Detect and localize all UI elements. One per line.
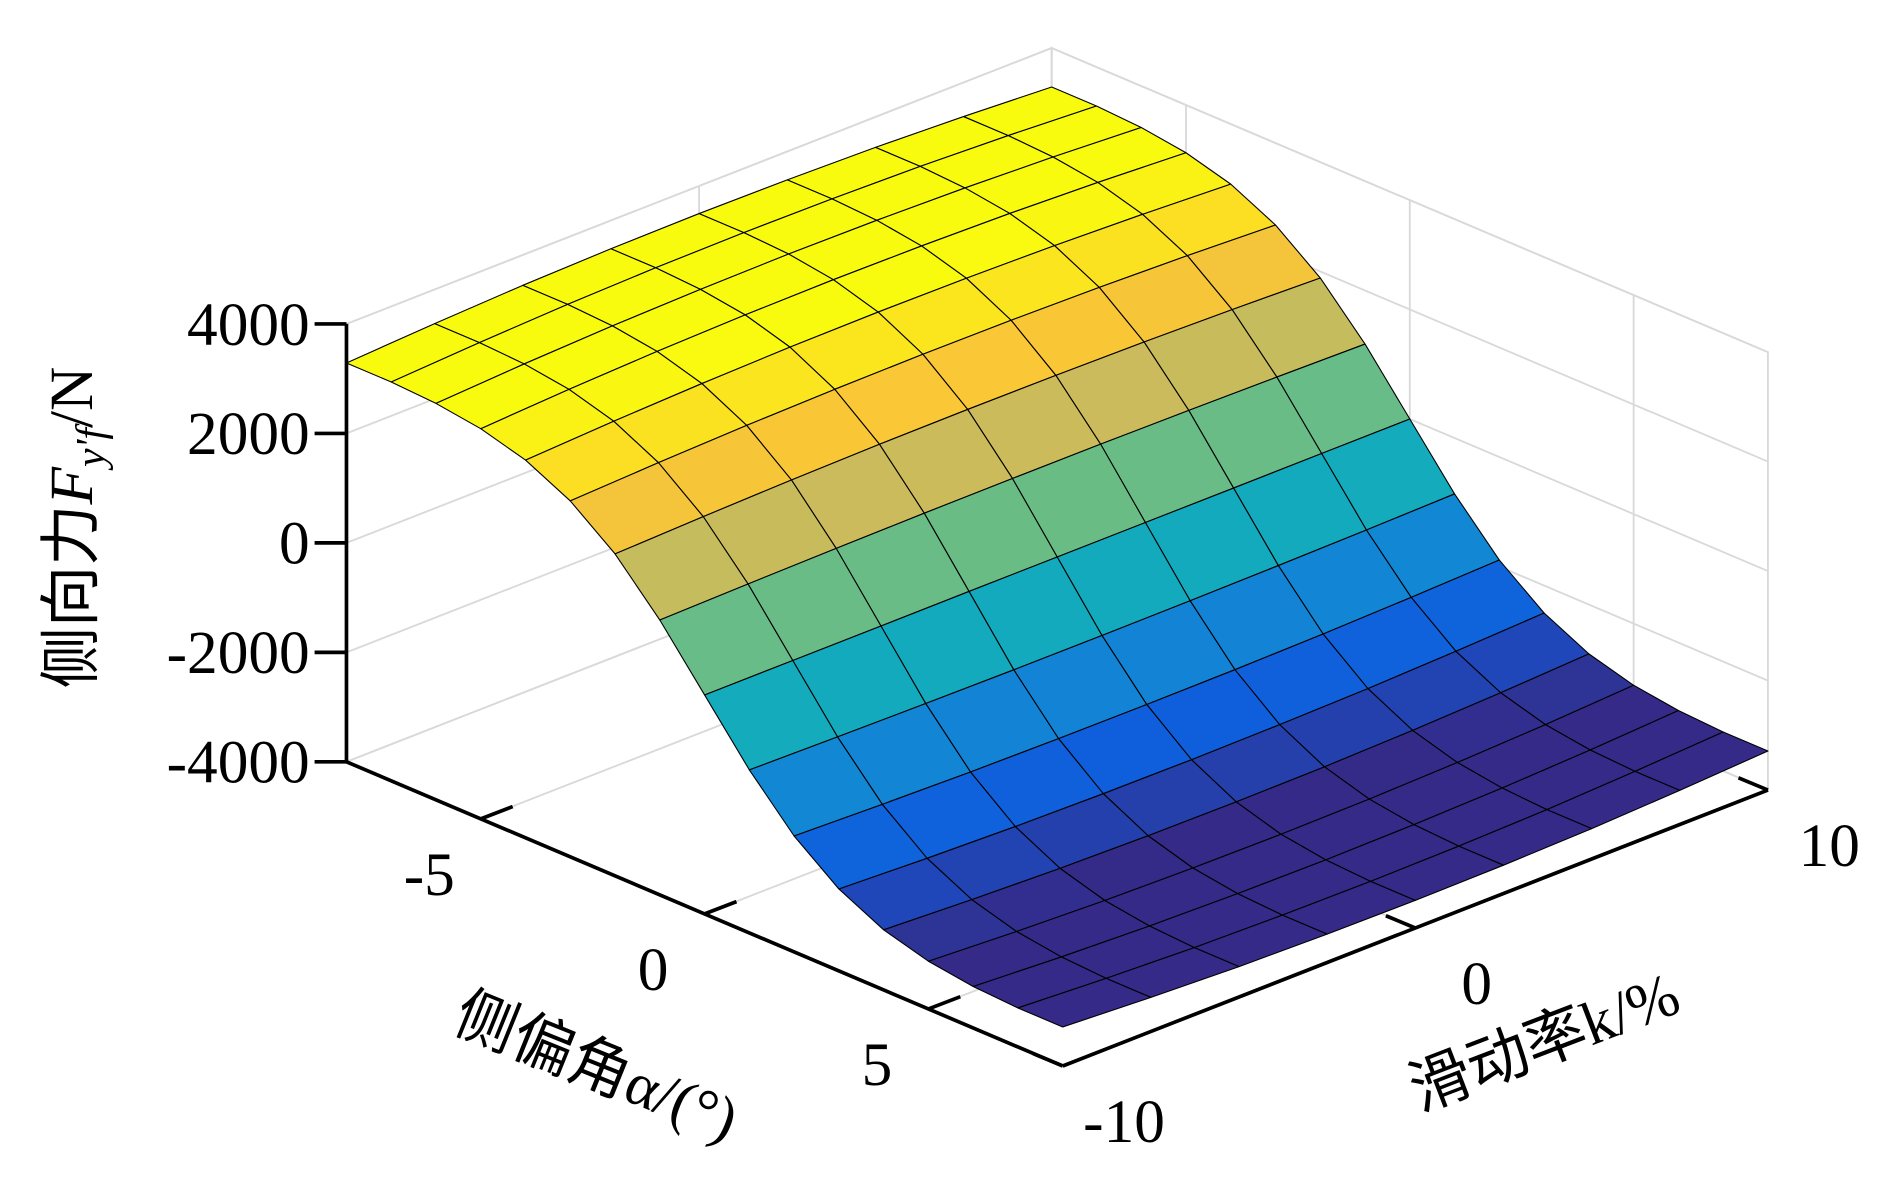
x-tick [480,804,514,821]
y-tick-label: 10 [1799,812,1860,880]
z-label-var: F [38,466,106,505]
surface-patch [1017,977,1152,1028]
z-label-text: 侧向力 [38,504,106,688]
x-tick-label: -5 [404,841,455,909]
surface [345,86,1769,1028]
z-tick-label: -2000 [167,619,310,687]
axes: -4000 -2000 0 2000 4000 -5 0 5 -10 0 10 [167,291,1860,1156]
x-tick-label: 5 [862,1031,893,1099]
z-tick-label: 0 [279,510,310,578]
x-tick [703,899,738,916]
z-label-sub: y'f [68,423,114,471]
y-tick [1737,776,1769,792]
z-axis-label: 侧向力Fy'f/N [38,367,114,689]
y-tick [1032,1052,1064,1068]
z-label-unit: /N [38,367,106,428]
y-axis-label: 滑动率k/% [1400,960,1688,1125]
z-tick-label: -4000 [167,729,310,797]
y-tick-label: -10 [1083,1088,1165,1156]
y-tick [1385,914,1417,930]
y-tick-label: 0 [1461,950,1492,1018]
x-axis-label: 侧偏角α/(°) [445,980,747,1155]
x-tick-label: 0 [638,936,669,1004]
z-tick-label: 4000 [187,291,310,359]
x-tick [927,994,961,1011]
z-tick-label: 2000 [187,400,310,468]
